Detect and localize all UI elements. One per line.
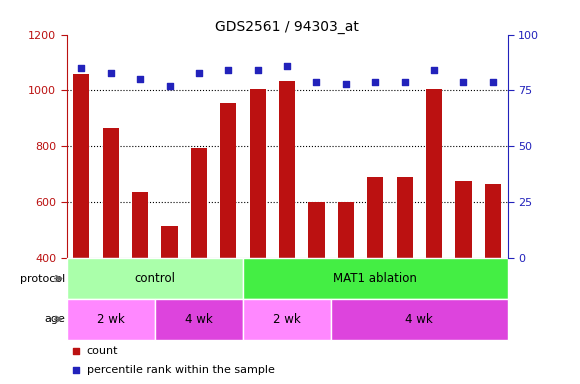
Point xyxy=(362,264,372,270)
Point xyxy=(362,91,372,97)
Bar xyxy=(132,192,148,258)
Point xyxy=(341,81,350,87)
Bar xyxy=(243,299,331,339)
Bar xyxy=(367,177,383,258)
Bar xyxy=(426,89,442,258)
Point xyxy=(312,78,321,84)
Text: percentile rank within the sample: percentile rank within the sample xyxy=(86,365,274,375)
Point xyxy=(106,70,115,76)
Bar xyxy=(103,128,119,258)
Point xyxy=(371,78,380,84)
Bar xyxy=(67,258,243,299)
Bar xyxy=(161,226,177,258)
Point xyxy=(400,78,409,84)
Title: GDS2561 / 94303_at: GDS2561 / 94303_at xyxy=(215,20,359,33)
Bar xyxy=(220,103,237,258)
Point xyxy=(429,67,438,73)
Point xyxy=(253,67,262,73)
Bar xyxy=(67,299,155,339)
Text: 2 wk: 2 wk xyxy=(273,313,301,326)
Text: control: control xyxy=(135,272,175,285)
Bar xyxy=(485,184,501,258)
Text: 4 wk: 4 wk xyxy=(185,313,213,326)
Point xyxy=(282,63,292,69)
Bar xyxy=(73,74,89,258)
Bar xyxy=(155,299,243,339)
Text: 4 wk: 4 wk xyxy=(405,313,433,326)
Text: MAT1 ablation: MAT1 ablation xyxy=(334,272,417,285)
Point xyxy=(194,70,204,76)
Point xyxy=(136,76,145,82)
Point xyxy=(77,65,86,71)
Bar xyxy=(279,81,295,258)
Bar xyxy=(331,299,508,339)
Point xyxy=(459,78,468,84)
Bar xyxy=(309,202,325,258)
Point xyxy=(488,78,498,84)
Text: count: count xyxy=(86,346,118,356)
Bar xyxy=(243,258,508,299)
Bar xyxy=(249,89,266,258)
Text: protocol: protocol xyxy=(20,273,65,283)
Bar xyxy=(397,177,413,258)
Bar xyxy=(191,148,207,258)
Text: 2 wk: 2 wk xyxy=(97,313,125,326)
Point xyxy=(165,83,174,89)
Point xyxy=(224,67,233,73)
Bar xyxy=(338,202,354,258)
Bar xyxy=(455,181,472,258)
Text: age: age xyxy=(44,314,65,324)
